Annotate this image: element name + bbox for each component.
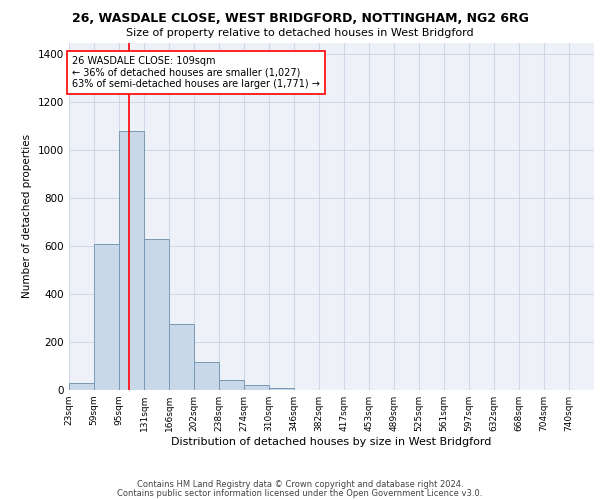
Text: 26 WASDALE CLOSE: 109sqm
← 36% of detached houses are smaller (1,027)
63% of sem: 26 WASDALE CLOSE: 109sqm ← 36% of detach… <box>72 56 320 89</box>
Y-axis label: Number of detached properties: Number of detached properties <box>22 134 32 298</box>
Text: Contains public sector information licensed under the Open Government Licence v3: Contains public sector information licen… <box>118 490 482 498</box>
Text: Contains HM Land Registry data © Crown copyright and database right 2024.: Contains HM Land Registry data © Crown c… <box>137 480 463 489</box>
Bar <box>144 239 169 390</box>
Bar <box>269 388 294 390</box>
Bar <box>219 380 244 390</box>
Bar <box>94 244 119 390</box>
Text: Size of property relative to detached houses in West Bridgford: Size of property relative to detached ho… <box>126 28 474 38</box>
Bar <box>69 383 94 390</box>
Bar <box>194 362 219 390</box>
Text: 26, WASDALE CLOSE, WEST BRIDGFORD, NOTTINGHAM, NG2 6RG: 26, WASDALE CLOSE, WEST BRIDGFORD, NOTTI… <box>71 12 529 26</box>
Bar <box>244 385 269 390</box>
Bar <box>119 131 144 390</box>
Bar <box>169 324 194 390</box>
X-axis label: Distribution of detached houses by size in West Bridgford: Distribution of detached houses by size … <box>172 437 491 447</box>
